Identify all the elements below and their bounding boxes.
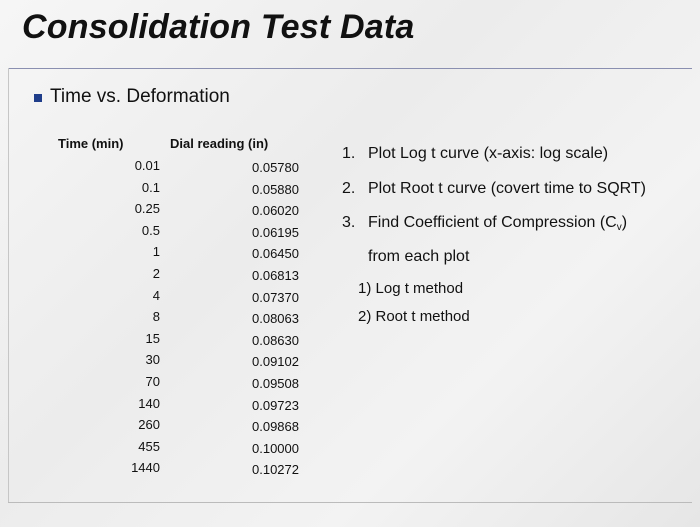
time-cell: 1440 [131,460,160,476]
dial-cell: 0.08630 [252,332,299,348]
table-row: 15 0.08630 [48,329,304,351]
step-3-line-2: from each plot [368,248,470,265]
table-row: 0.25 0.06020 [48,199,304,221]
step-2-number: 2. [342,180,356,197]
time-cell: 2 [152,265,160,281]
table-row: 8 0.08063 [48,307,304,329]
time-cell: 70 [145,373,160,389]
step-3-text: Find Coefficient of Compression (C [368,214,617,231]
step-2: 2. Plot Root t curve (covert time to SQRT… [342,180,646,198]
bottom-divider [8,502,692,503]
table-row: 4 0.07370 [48,286,304,308]
dial-cell: 0.09723 [252,397,299,413]
table-row: 70 0.09508 [48,372,304,394]
time-cell: 8 [152,309,160,325]
time-cell: 0.1 [141,179,160,195]
table-row: 140 0.09723 [48,394,304,416]
table-row: 1 0.06450 [48,242,304,264]
table-row: 1440 0.10272 [48,458,304,480]
dial-cell: 0.06020 [252,203,299,219]
step-1: 1. Plot Log t curve (x-axis: log scale) [342,145,608,163]
table-body: 0.01 0.05780 0.1 0.05880 0.25 0.06020 0.5 0.061… [48,156,304,480]
dial-cell: 0.06813 [252,267,299,283]
table-row: 0.01 0.05780 [48,156,304,178]
sub-step-log-t: 1) Log t method [358,280,464,297]
step-3-subscript: v [616,222,622,233]
step-1-text: Plot Log t curve (x-axis: log scale) [368,145,609,162]
step-3: 3. Find Coefficient of Compression (Cv) [342,214,627,233]
dial-cell: 0.08063 [252,311,299,327]
table-row: 455 0.10000 [48,437,304,459]
bullet-item: Time vs. Deformation [34,86,230,108]
step-2-text: Plot Root t curve (covert time to SQRT) [368,180,647,197]
dial-cell: 0.09868 [252,419,299,435]
time-cell: 455 [138,438,160,454]
time-column-header: Time (min) [58,136,124,151]
time-cell: 15 [145,330,160,346]
dial-cell: 0.10000 [252,440,299,456]
dial-cell: 0.10272 [252,462,299,478]
slide-title: Consolidation Test Data [22,8,415,46]
time-cell: 0.25 [134,201,160,217]
step-1-number: 1. [342,145,356,162]
table-row: 260 0.09868 [48,415,304,437]
time-cell: 30 [145,352,160,368]
table-row: 2 0.06813 [48,264,304,286]
dial-cell: 0.06195 [252,224,299,240]
time-cell: 260 [138,417,160,433]
dial-cell: 0.05880 [252,181,299,197]
sub-step-root-t: 2) Root t method [358,308,470,325]
time-cell: 0.01 [134,158,160,173]
time-cell: 1 [152,244,160,260]
table-row: 30 0.09102 [48,350,304,372]
title-divider [8,68,692,69]
dial-cell: 0.06450 [252,246,299,262]
dial-cell: 0.05780 [252,160,299,175]
dial-column-header: Dial reading (in) [170,136,269,151]
time-cell: 140 [138,395,160,411]
dial-cell: 0.09102 [252,354,299,370]
table-row: 0.1 0.05880 [48,178,304,200]
bullet-text: Time vs. Deformation [50,86,230,107]
dial-cell: 0.09508 [252,375,299,391]
time-cell: 0.5 [141,222,160,238]
table-row: 0.5 0.06195 [48,221,304,243]
content-left-border [8,68,9,502]
step-3-number: 3. [342,214,356,231]
step-3-text-end: ) [621,214,628,231]
square-bullet-icon [34,94,42,102]
time-cell: 4 [152,287,160,303]
dial-cell: 0.07370 [252,289,299,305]
